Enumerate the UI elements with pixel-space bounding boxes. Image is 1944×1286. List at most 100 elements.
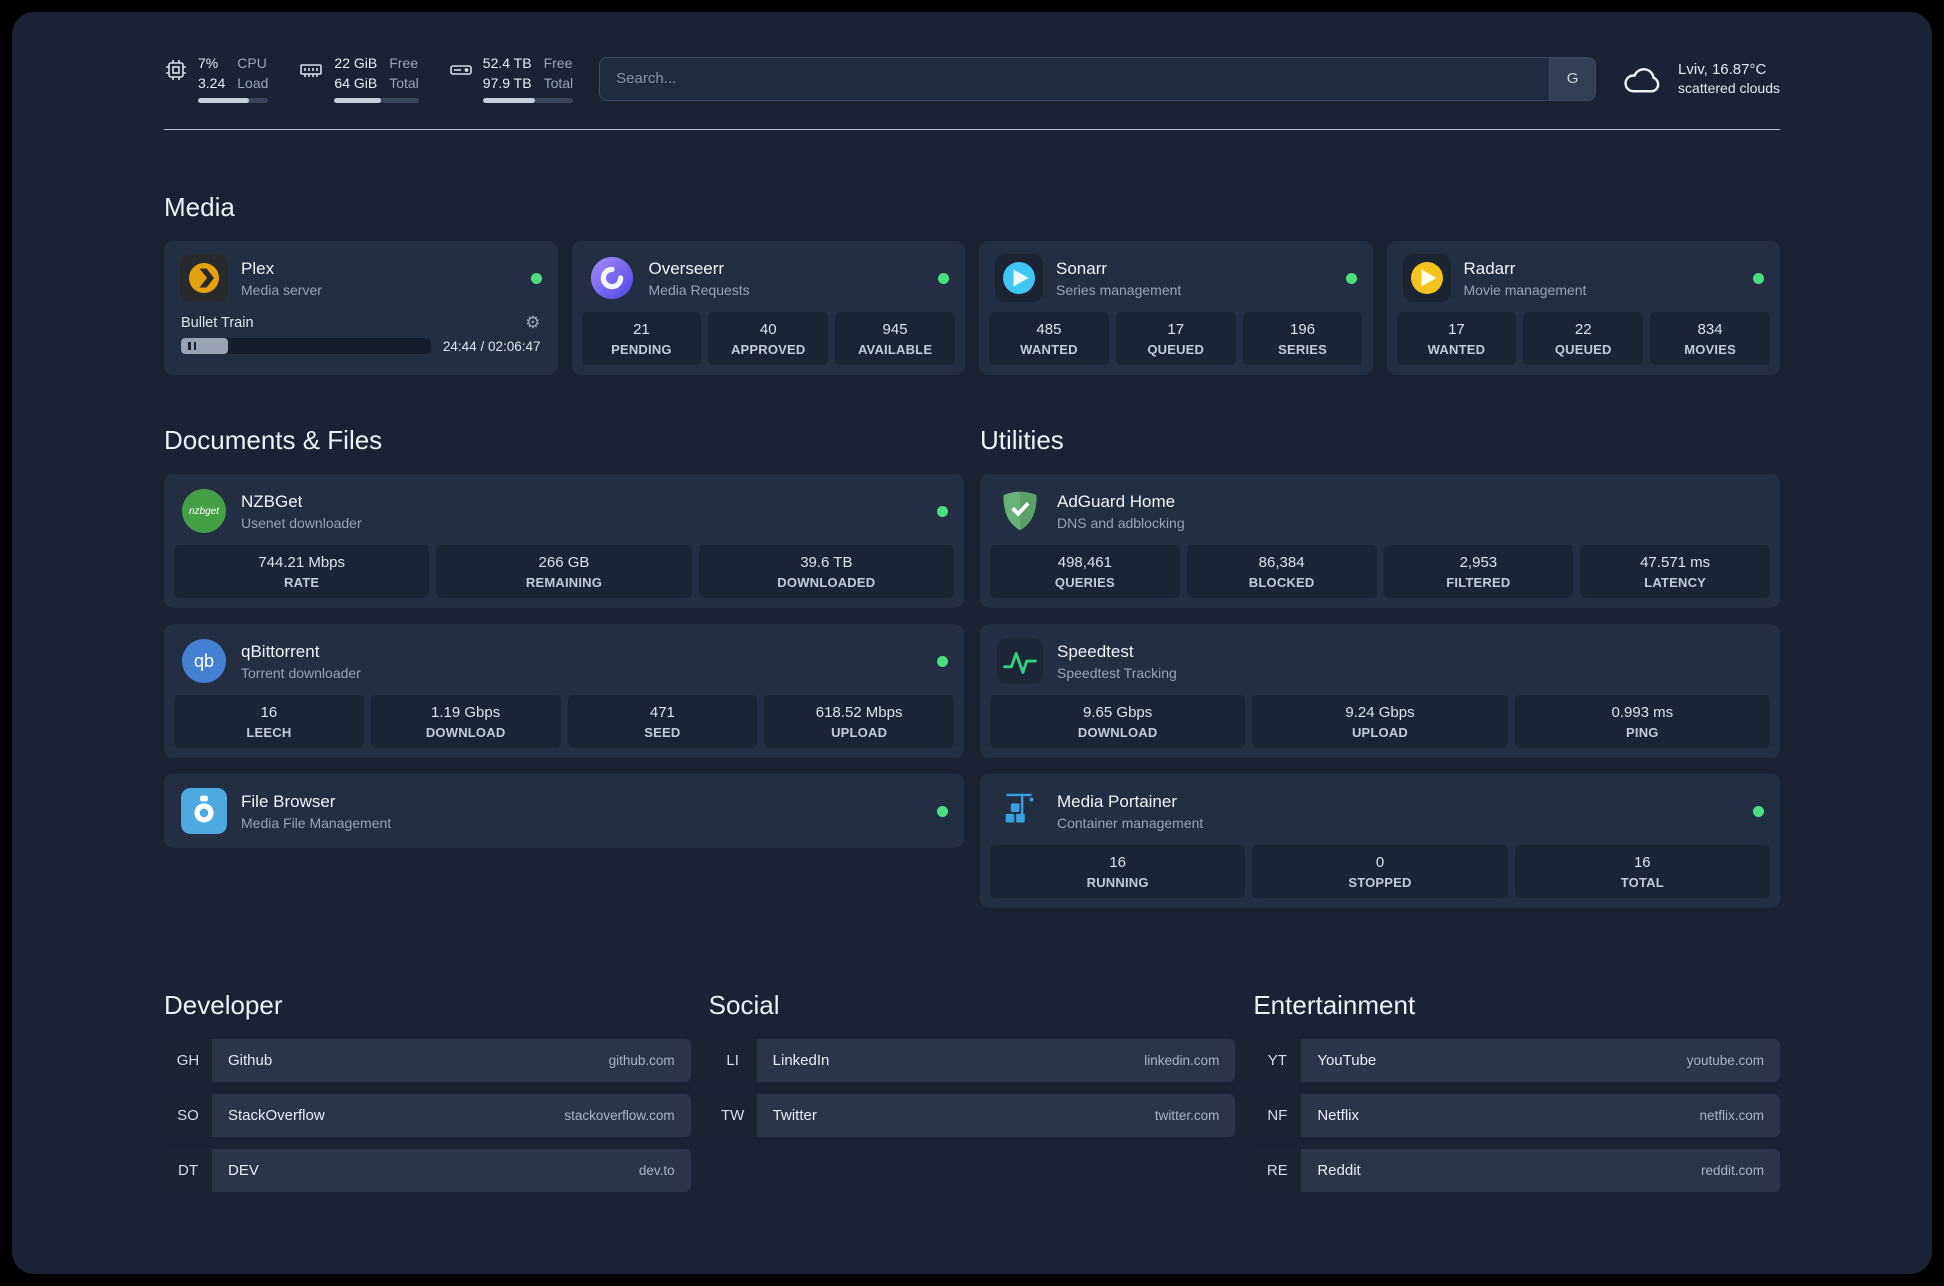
cpu-widget: 7% 3.24 CPU Load (164, 54, 269, 104)
adguard-header[interactable]: AdGuard Home DNS and adblocking (990, 484, 1770, 545)
nzbget-desc: Usenet downloader (241, 514, 362, 531)
speedtest-stat-ping: 0.993 ms PING (1514, 695, 1770, 749)
stat-label: BLOCKED (1248, 575, 1315, 591)
bookmark-name: YouTube (1317, 1052, 1377, 1070)
bookmark-dev[interactable]: DT DEV dev.to (164, 1149, 691, 1193)
now-playing-title: Bullet Train (181, 314, 254, 331)
nzbget-header[interactable]: nzbget NZBGet Usenet downloader (174, 484, 954, 545)
cpu-progress-fill (198, 98, 249, 104)
qbittorrent-desc: Torrent downloader (241, 664, 361, 681)
stat-label: RUNNING (1086, 875, 1149, 891)
gear-icon[interactable]: ⚙ (525, 313, 541, 333)
radarr-stat-queued: 22 QUEUED (1523, 312, 1644, 366)
radarr-icon (1402, 254, 1451, 303)
filebrowser-icon (180, 787, 228, 835)
qbittorrent-stat-upload: 618.52 Mbps UPLOAD (764, 695, 954, 749)
qbittorrent-stat-seed: 471 SEED (567, 695, 758, 749)
stat-value: 0 (1375, 854, 1385, 872)
bookmark-abbr: RE (1253, 1149, 1302, 1193)
cloud-icon (1622, 62, 1664, 96)
adguard-stat-latency: 47.571 ms LATENCY (1580, 545, 1770, 599)
disk-progress-track (482, 98, 574, 104)
speedtest-stat-download: 9.65 Gbps DOWNLOAD (990, 695, 1246, 749)
sonarr-name: Sonarr (1056, 258, 1108, 278)
stat-value: 266 GB (538, 554, 590, 572)
stat-value: 9.24 Gbps (1345, 704, 1415, 722)
stat-label: UPLOAD (831, 725, 888, 741)
bookmark-name: DEV (228, 1162, 259, 1180)
disk-free: 52.4 TB (482, 55, 532, 71)
portainer-stat-total: 16 TOTAL (1514, 845, 1770, 899)
stat-label: WANTED (1020, 342, 1078, 358)
section-title-documents: Documents & Files (164, 425, 383, 456)
playback-progress-track[interactable] (181, 338, 431, 355)
bookmark-reddit[interactable]: RE Reddit reddit.com (1253, 1149, 1780, 1193)
bookmark-linkedin[interactable]: LI LinkedIn linkedin.com (708, 1039, 1236, 1083)
stat-value: 834 (1697, 321, 1723, 339)
qbittorrent-header[interactable]: qb qBittorrent Torrent downloader (174, 634, 954, 695)
stat-value: 945 (882, 321, 908, 339)
qbittorrent-name: qBittorrent (241, 641, 320, 661)
card-plex: Plex Media server Bullet Train ⚙ 24:44 /… (164, 241, 558, 376)
bookmark-stackoverflow[interactable]: SO StackOverflow stackoverflow.com (164, 1094, 691, 1138)
overseerr-status-dot (938, 272, 949, 284)
weather-widget[interactable]: Lviv, 16.87°C scattered clouds (1622, 61, 1780, 96)
memory-free: 22 GiB (334, 55, 378, 71)
card-filebrowser: File Browser Media File Management (164, 774, 964, 849)
search-input[interactable] (600, 57, 1550, 100)
stat-label: SEED (644, 725, 681, 741)
qbittorrent-stat-download: 1.19 Gbps DOWNLOAD (370, 695, 561, 749)
search-provider-button[interactable]: G (1549, 57, 1596, 100)
stat-label: REMAINING (525, 575, 603, 591)
bookmark-github[interactable]: GH Github github.com (164, 1039, 691, 1083)
stat-label: QUEUED (1554, 342, 1612, 358)
speedtest-header[interactable]: Speedtest Speedtest Tracking (990, 634, 1770, 695)
filebrowser-status-dot (937, 805, 948, 817)
bookmark-youtube[interactable]: YT YouTube youtube.com (1253, 1039, 1780, 1083)
bookmark-name: LinkedIn (772, 1052, 830, 1070)
bookmark-name: Twitter (772, 1107, 817, 1125)
documents-column: Documents & Files nzbget NZBGet Usenet d… (164, 425, 964, 924)
nzbget-icon: nzbget (180, 487, 228, 535)
media-grid: Plex Media server Bullet Train ⚙ 24:44 /… (164, 241, 1780, 391)
bookmark-abbr: YT (1253, 1039, 1302, 1083)
stat-value: 618.52 Mbps (815, 704, 903, 722)
stat-value: 9.65 Gbps (1083, 704, 1153, 722)
bookmark-abbr: LI (708, 1039, 757, 1083)
radarr-name: Radarr (1463, 258, 1516, 278)
stat-label: LATENCY (1644, 575, 1707, 591)
card-radarr: Radarr Movie management 17 WANTED 22 QUE… (1386, 241, 1780, 376)
stat-value: 744.21 Mbps (258, 554, 346, 572)
plex-desc: Media server (241, 281, 322, 298)
plex-icon (180, 254, 228, 303)
stat-value: 485 (1036, 321, 1062, 339)
weather-location: Lviv, 16.87°C (1678, 61, 1767, 79)
nzbget-stat-remaining: 266 GB REMAINING (436, 545, 692, 599)
bookmark-url: github.com (608, 1053, 675, 1069)
plex-header[interactable]: Plex Media server (174, 251, 548, 312)
sonarr-header[interactable]: Sonarr Series management (989, 251, 1363, 312)
disk-free-label: Free (543, 55, 573, 71)
pause-icon[interactable] (188, 342, 196, 351)
stat-label: QUEUED (1147, 342, 1205, 358)
bookmarks-entertainment: Entertainment YT YouTube youtube.com NF … (1253, 990, 1780, 1204)
card-speedtest: Speedtest Speedtest Tracking 9.65 Gbps D… (980, 624, 1780, 759)
bookmark-twitter[interactable]: TW Twitter twitter.com (708, 1094, 1236, 1138)
stat-value: 86,384 (1258, 554, 1305, 572)
stat-value: 0.993 ms (1611, 704, 1674, 722)
filebrowser-header[interactable]: File Browser Media File Management (174, 784, 954, 838)
adguard-icon (996, 487, 1044, 535)
overseerr-stat-pending: 21 PENDING (581, 312, 702, 366)
overseerr-header[interactable]: Overseerr Media Requests (582, 251, 956, 312)
memory-free-label: Free (389, 55, 419, 71)
overseerr-icon (588, 254, 636, 302)
qbittorrent-stat-leech: 16 LEECH (174, 695, 364, 749)
bookmark-netflix[interactable]: NF Netflix netflix.com (1253, 1094, 1780, 1138)
stat-label: DOWNLOADED (777, 575, 876, 591)
stat-label: PING (1626, 725, 1659, 741)
portainer-header[interactable]: Media Portainer Container management (990, 784, 1770, 845)
sonarr-stat-wanted: 485 WANTED (989, 312, 1109, 366)
radarr-header[interactable]: Radarr Movie management (1397, 251, 1771, 312)
resource-widgets: 7% 3.24 CPU Load (164, 54, 574, 104)
stat-label: LEECH (246, 725, 292, 741)
